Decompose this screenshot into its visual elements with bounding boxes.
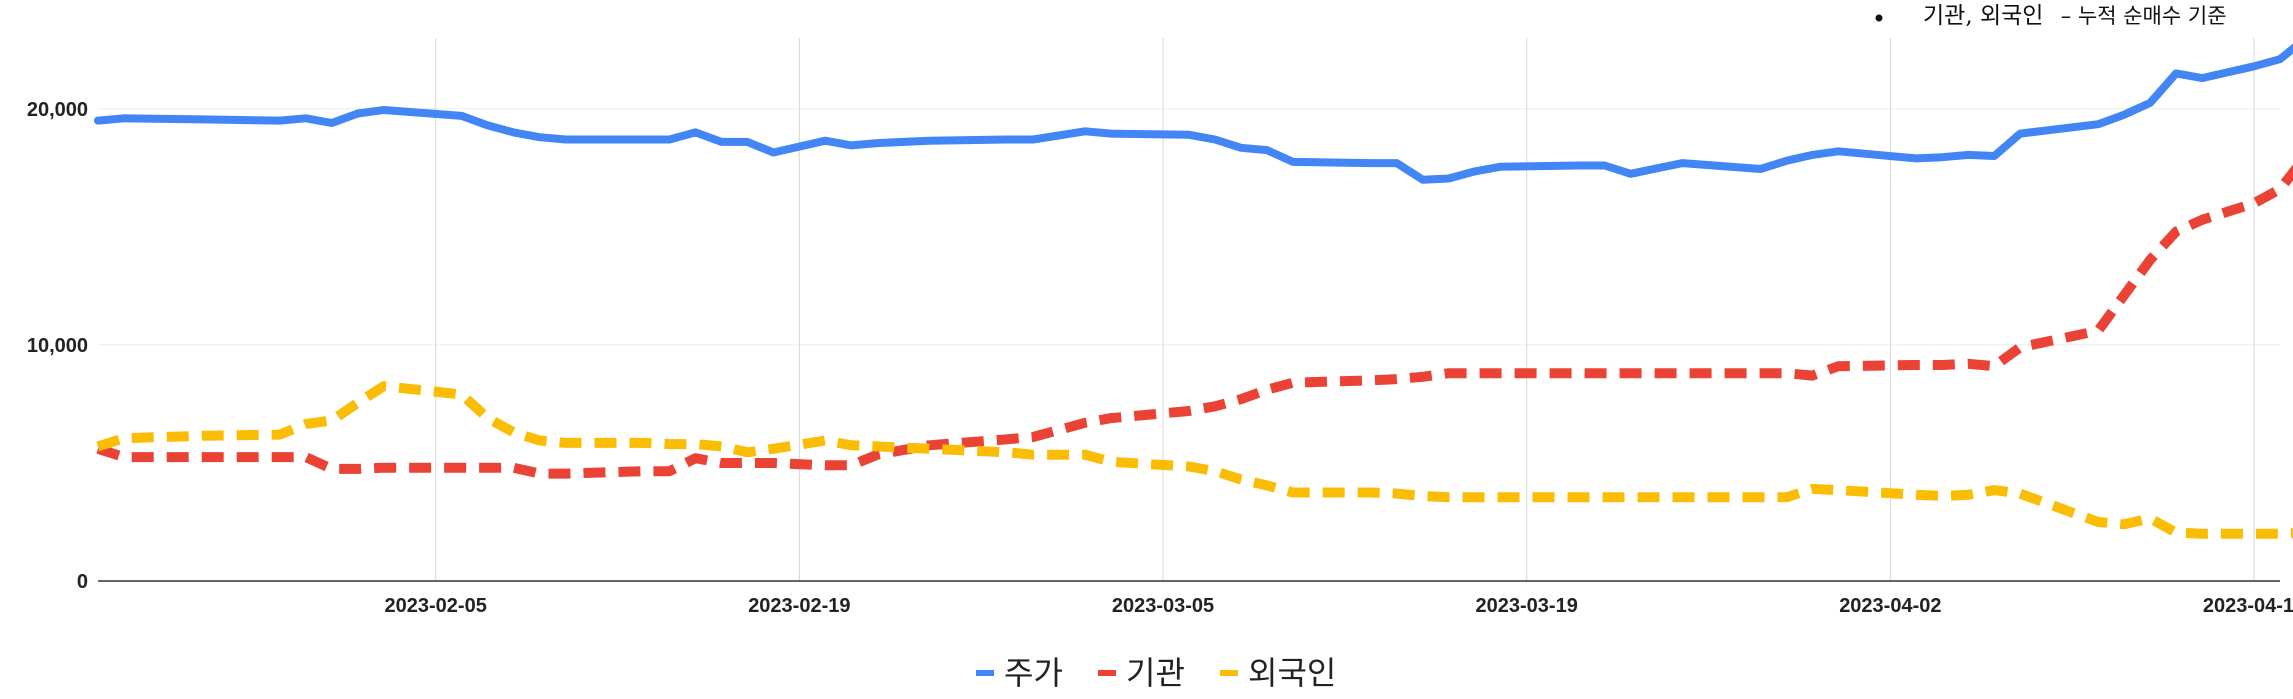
y-tick-label: 10,000 [27, 335, 88, 357]
x-tick-label: 2023-02-05 [385, 595, 487, 617]
axis-layer: 0 10,000 20,000 2023-02-05 2023-02-19 2023-03… [27, 99, 2293, 617]
series-line-2 [96, 164, 2293, 479]
legend: 주가 기관 외국인 [976, 654, 1336, 692]
legend-label: 외국인 [1248, 654, 1336, 692]
legend-item-1: 주가 [976, 654, 1063, 692]
series-line-3 [96, 381, 2293, 539]
grid-layer [98, 38, 2280, 581]
y-tick-label: 0 [77, 571, 88, 593]
series-note: 기관, 외국인 – 누적 순매수 기준 [1875, 3, 2227, 29]
note-bullet-icon [1875, 14, 1883, 22]
x-tick-label: 2023-02-19 [748, 595, 850, 617]
y-tick-label: 20,000 [27, 99, 88, 121]
note-main: 기관, 외국인 [1923, 3, 2043, 29]
legend-item-2: 기관 [1098, 654, 1185, 692]
note-main-text: 기관, 외국인 – 누적 순매수 기준 [1923, 3, 2227, 29]
note-sub: – 누적 순매수 기준 [2061, 4, 2227, 28]
legend-label: 기관 [1126, 654, 1185, 692]
series-layer [94, 43, 2293, 539]
series-line-1 [94, 43, 2293, 184]
x-tick-label: 2023-04-02 [1839, 595, 1941, 617]
legend-label: 주가 [1004, 654, 1063, 692]
legend-item-3: 외국인 [1220, 654, 1336, 692]
x-tick-label: 2023-03-19 [1476, 595, 1578, 617]
x-tick-label: 2023-04-16 [2203, 595, 2293, 617]
x-tick-label: 2023-03-05 [1112, 595, 1214, 617]
